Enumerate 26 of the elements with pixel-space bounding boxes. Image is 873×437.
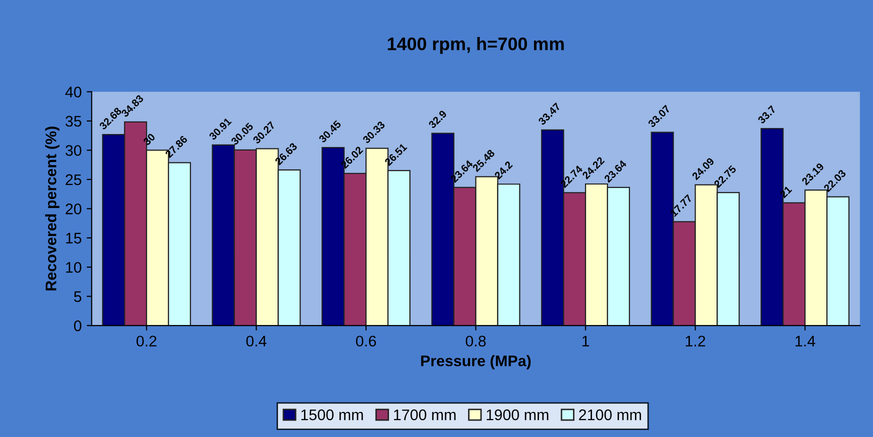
legend-label: 2100 mm bbox=[579, 409, 641, 420]
y-tick-label: 35 bbox=[66, 116, 82, 127]
x-tick-label: 0.4 bbox=[246, 336, 266, 347]
x-tick-label: 0.8 bbox=[466, 336, 486, 347]
x-tick-label: 0.2 bbox=[136, 336, 156, 347]
legend-label: 1700 mm bbox=[394, 409, 456, 420]
x-axis-title: Pressure (MPa) bbox=[421, 355, 531, 370]
y-tick-label: 5 bbox=[74, 291, 82, 302]
y-tick-label: 25 bbox=[66, 174, 82, 186]
legend-label: 1500 mm bbox=[301, 409, 363, 420]
chart-title: 1400 rpm, h=700 mm bbox=[388, 37, 564, 54]
data-label: 30 bbox=[142, 132, 156, 146]
x-tick-label: 1.4 bbox=[796, 336, 816, 346]
y-tick-label: 10 bbox=[66, 262, 82, 273]
legend-label: 1900 mm bbox=[486, 409, 548, 420]
y-tick-label: 0 bbox=[74, 320, 82, 332]
y-tick-label: 30 bbox=[66, 145, 82, 156]
x-tick-label: 1.2 bbox=[686, 336, 706, 346]
y-tick-label: 15 bbox=[66, 232, 82, 244]
y-tick-label: 40 bbox=[65, 86, 82, 98]
data-label: 21 bbox=[779, 185, 792, 198]
x-tick-label: 0.6 bbox=[356, 336, 376, 347]
x-tick-label: 1 bbox=[582, 336, 590, 346]
data-label: 32.9 bbox=[428, 110, 448, 129]
y-tick-label: 20 bbox=[66, 204, 82, 214]
y-axis-title: Recovered percent (%) bbox=[45, 126, 60, 290]
